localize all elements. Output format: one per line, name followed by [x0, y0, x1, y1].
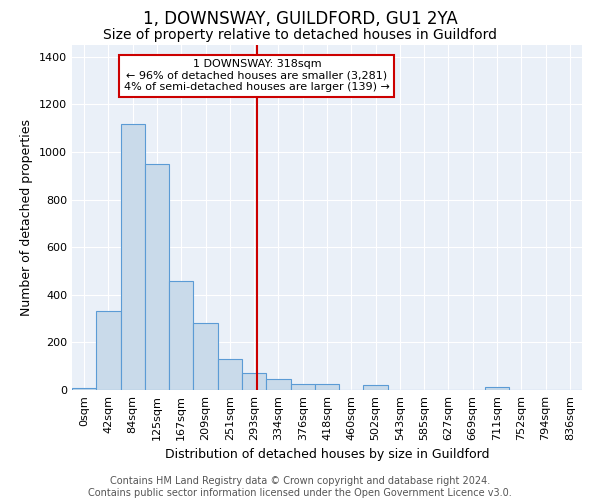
Bar	[315, 384, 339, 390]
Text: Size of property relative to detached houses in Guildford: Size of property relative to detached ho…	[103, 28, 497, 42]
Bar	[364, 385, 388, 390]
Bar	[169, 280, 193, 390]
Bar	[193, 324, 218, 390]
Bar	[290, 384, 315, 390]
Text: Contains HM Land Registry data © Crown copyright and database right 2024.
Contai: Contains HM Land Registry data © Crown c…	[88, 476, 512, 498]
Text: 1 DOWNSWAY: 318sqm    
← 96% of detached houses are smaller (3,281)
4% of semi-d: 1 DOWNSWAY: 318sqm ← 96% of detached hou…	[124, 60, 390, 92]
X-axis label: Distribution of detached houses by size in Guildford: Distribution of detached houses by size …	[165, 448, 489, 462]
Bar	[266, 380, 290, 390]
Bar	[72, 388, 96, 390]
Text: 1, DOWNSWAY, GUILDFORD, GU1 2YA: 1, DOWNSWAY, GUILDFORD, GU1 2YA	[143, 10, 457, 28]
Y-axis label: Number of detached properties: Number of detached properties	[20, 119, 34, 316]
Bar	[485, 387, 509, 390]
Bar	[145, 164, 169, 390]
Bar	[121, 124, 145, 390]
Bar	[242, 374, 266, 390]
Bar	[96, 312, 121, 390]
Bar	[218, 359, 242, 390]
